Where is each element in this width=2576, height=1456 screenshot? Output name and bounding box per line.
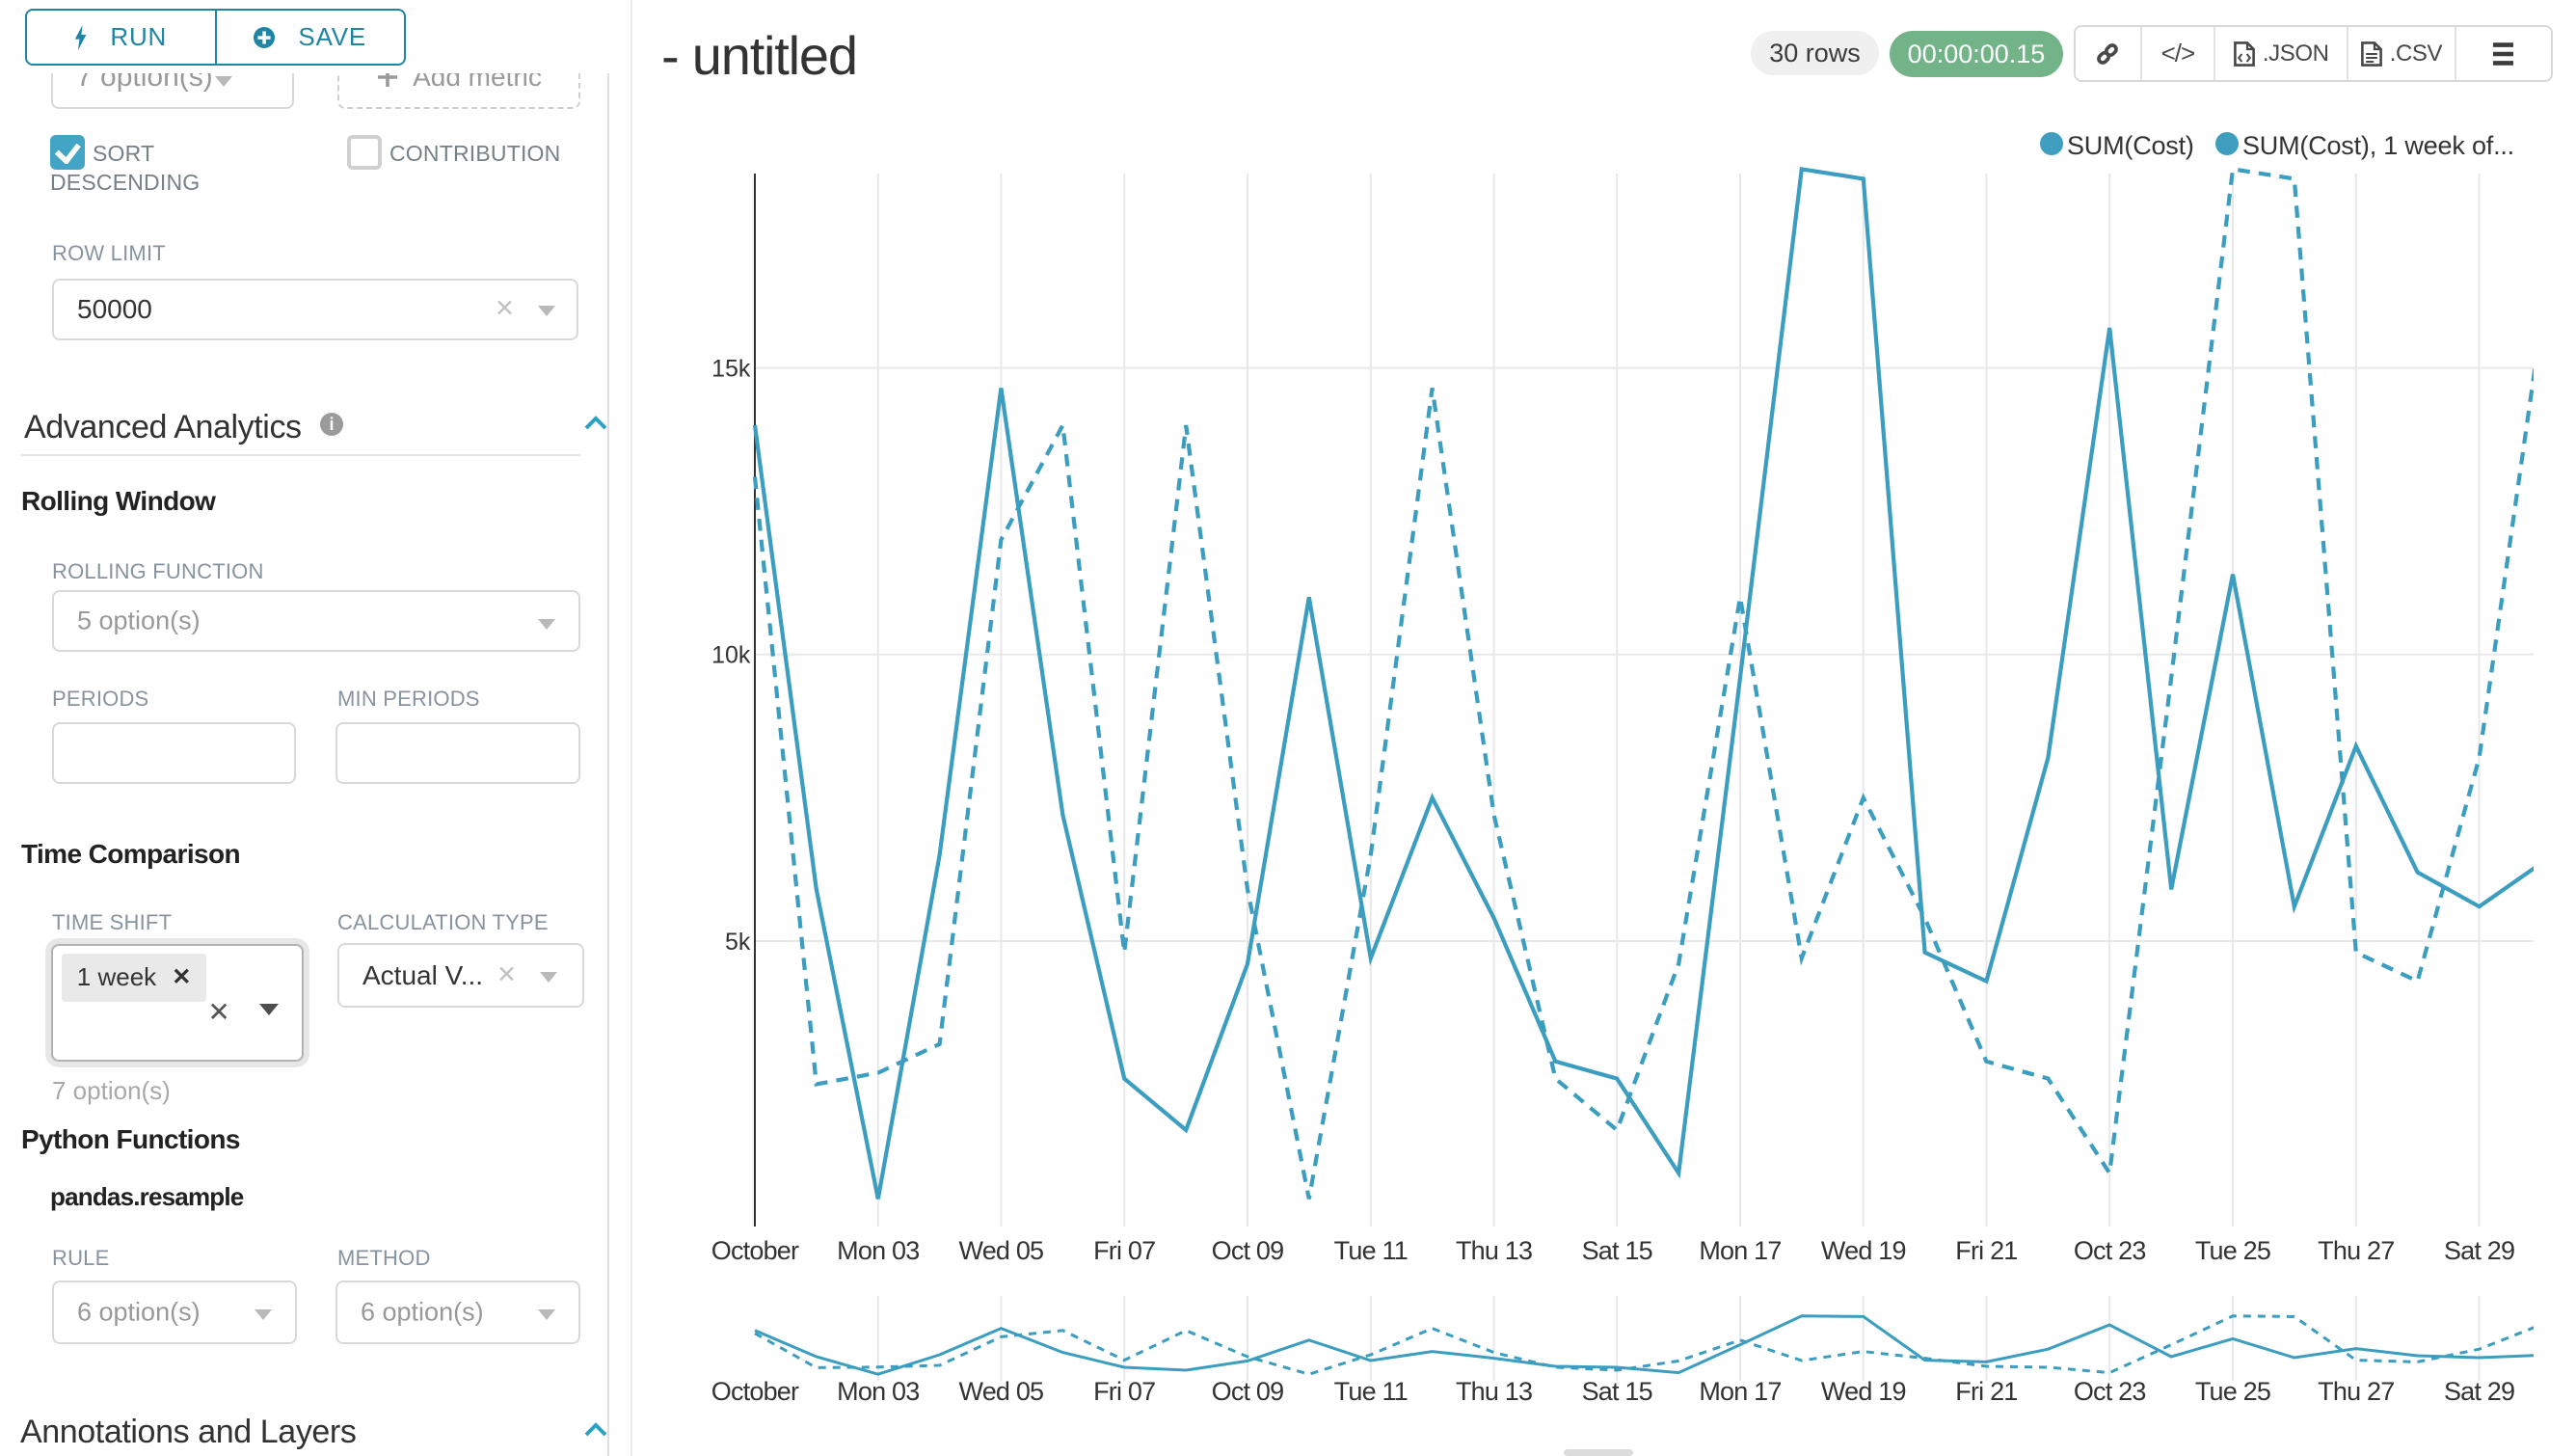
svg-text:Thu 27: Thu 27 (2318, 1236, 2394, 1265)
svg-text:Fri 07: Fri 07 (1093, 1377, 1155, 1406)
svg-text:Oct 23: Oct 23 (2074, 1377, 2146, 1406)
svg-text:15k: 15k (711, 355, 751, 382)
svg-text:Fri 21: Fri 21 (1955, 1377, 2017, 1406)
svg-text:Sat 29: Sat 29 (2444, 1236, 2514, 1265)
svg-text:Tue 11: Tue 11 (1334, 1236, 1408, 1265)
svg-text:Oct 23: Oct 23 (2074, 1236, 2146, 1265)
svg-text:Fri 21: Fri 21 (1955, 1236, 2017, 1265)
svg-text:Thu 27: Thu 27 (2318, 1377, 2394, 1406)
svg-text:Sat 15: Sat 15 (1582, 1236, 1652, 1265)
svg-text:Mon 17: Mon 17 (1699, 1236, 1781, 1265)
svg-text:Thu 13: Thu 13 (1456, 1377, 1532, 1406)
svg-text:Thu 13: Thu 13 (1456, 1236, 1532, 1265)
svg-text:Oct 09: Oct 09 (1212, 1377, 1284, 1406)
svg-text:Wed 05: Wed 05 (959, 1236, 1044, 1265)
svg-text:Oct 09: Oct 09 (1212, 1236, 1284, 1265)
svg-text:Tue 25: Tue 25 (2195, 1377, 2270, 1406)
svg-text:Mon 03: Mon 03 (837, 1377, 919, 1406)
svg-text:Wed 19: Wed 19 (1821, 1377, 1906, 1406)
svg-text:Sat 29: Sat 29 (2444, 1377, 2514, 1406)
svg-text:Fri 07: Fri 07 (1093, 1236, 1155, 1265)
svg-text:Mon 17: Mon 17 (1699, 1377, 1781, 1406)
svg-text:Wed 19: Wed 19 (1821, 1236, 1906, 1265)
svg-text:Tue 11: Tue 11 (1334, 1377, 1408, 1406)
svg-text:October: October (711, 1377, 799, 1406)
svg-text:10k: 10k (711, 642, 751, 669)
svg-text:5k: 5k (725, 929, 751, 956)
svg-text:October: October (711, 1236, 799, 1265)
svg-text:Tue 25: Tue 25 (2195, 1236, 2270, 1265)
svg-text:Mon 03: Mon 03 (837, 1236, 919, 1265)
svg-text:Wed 05: Wed 05 (959, 1377, 1044, 1406)
svg-text:Sat 15: Sat 15 (1582, 1377, 1652, 1406)
